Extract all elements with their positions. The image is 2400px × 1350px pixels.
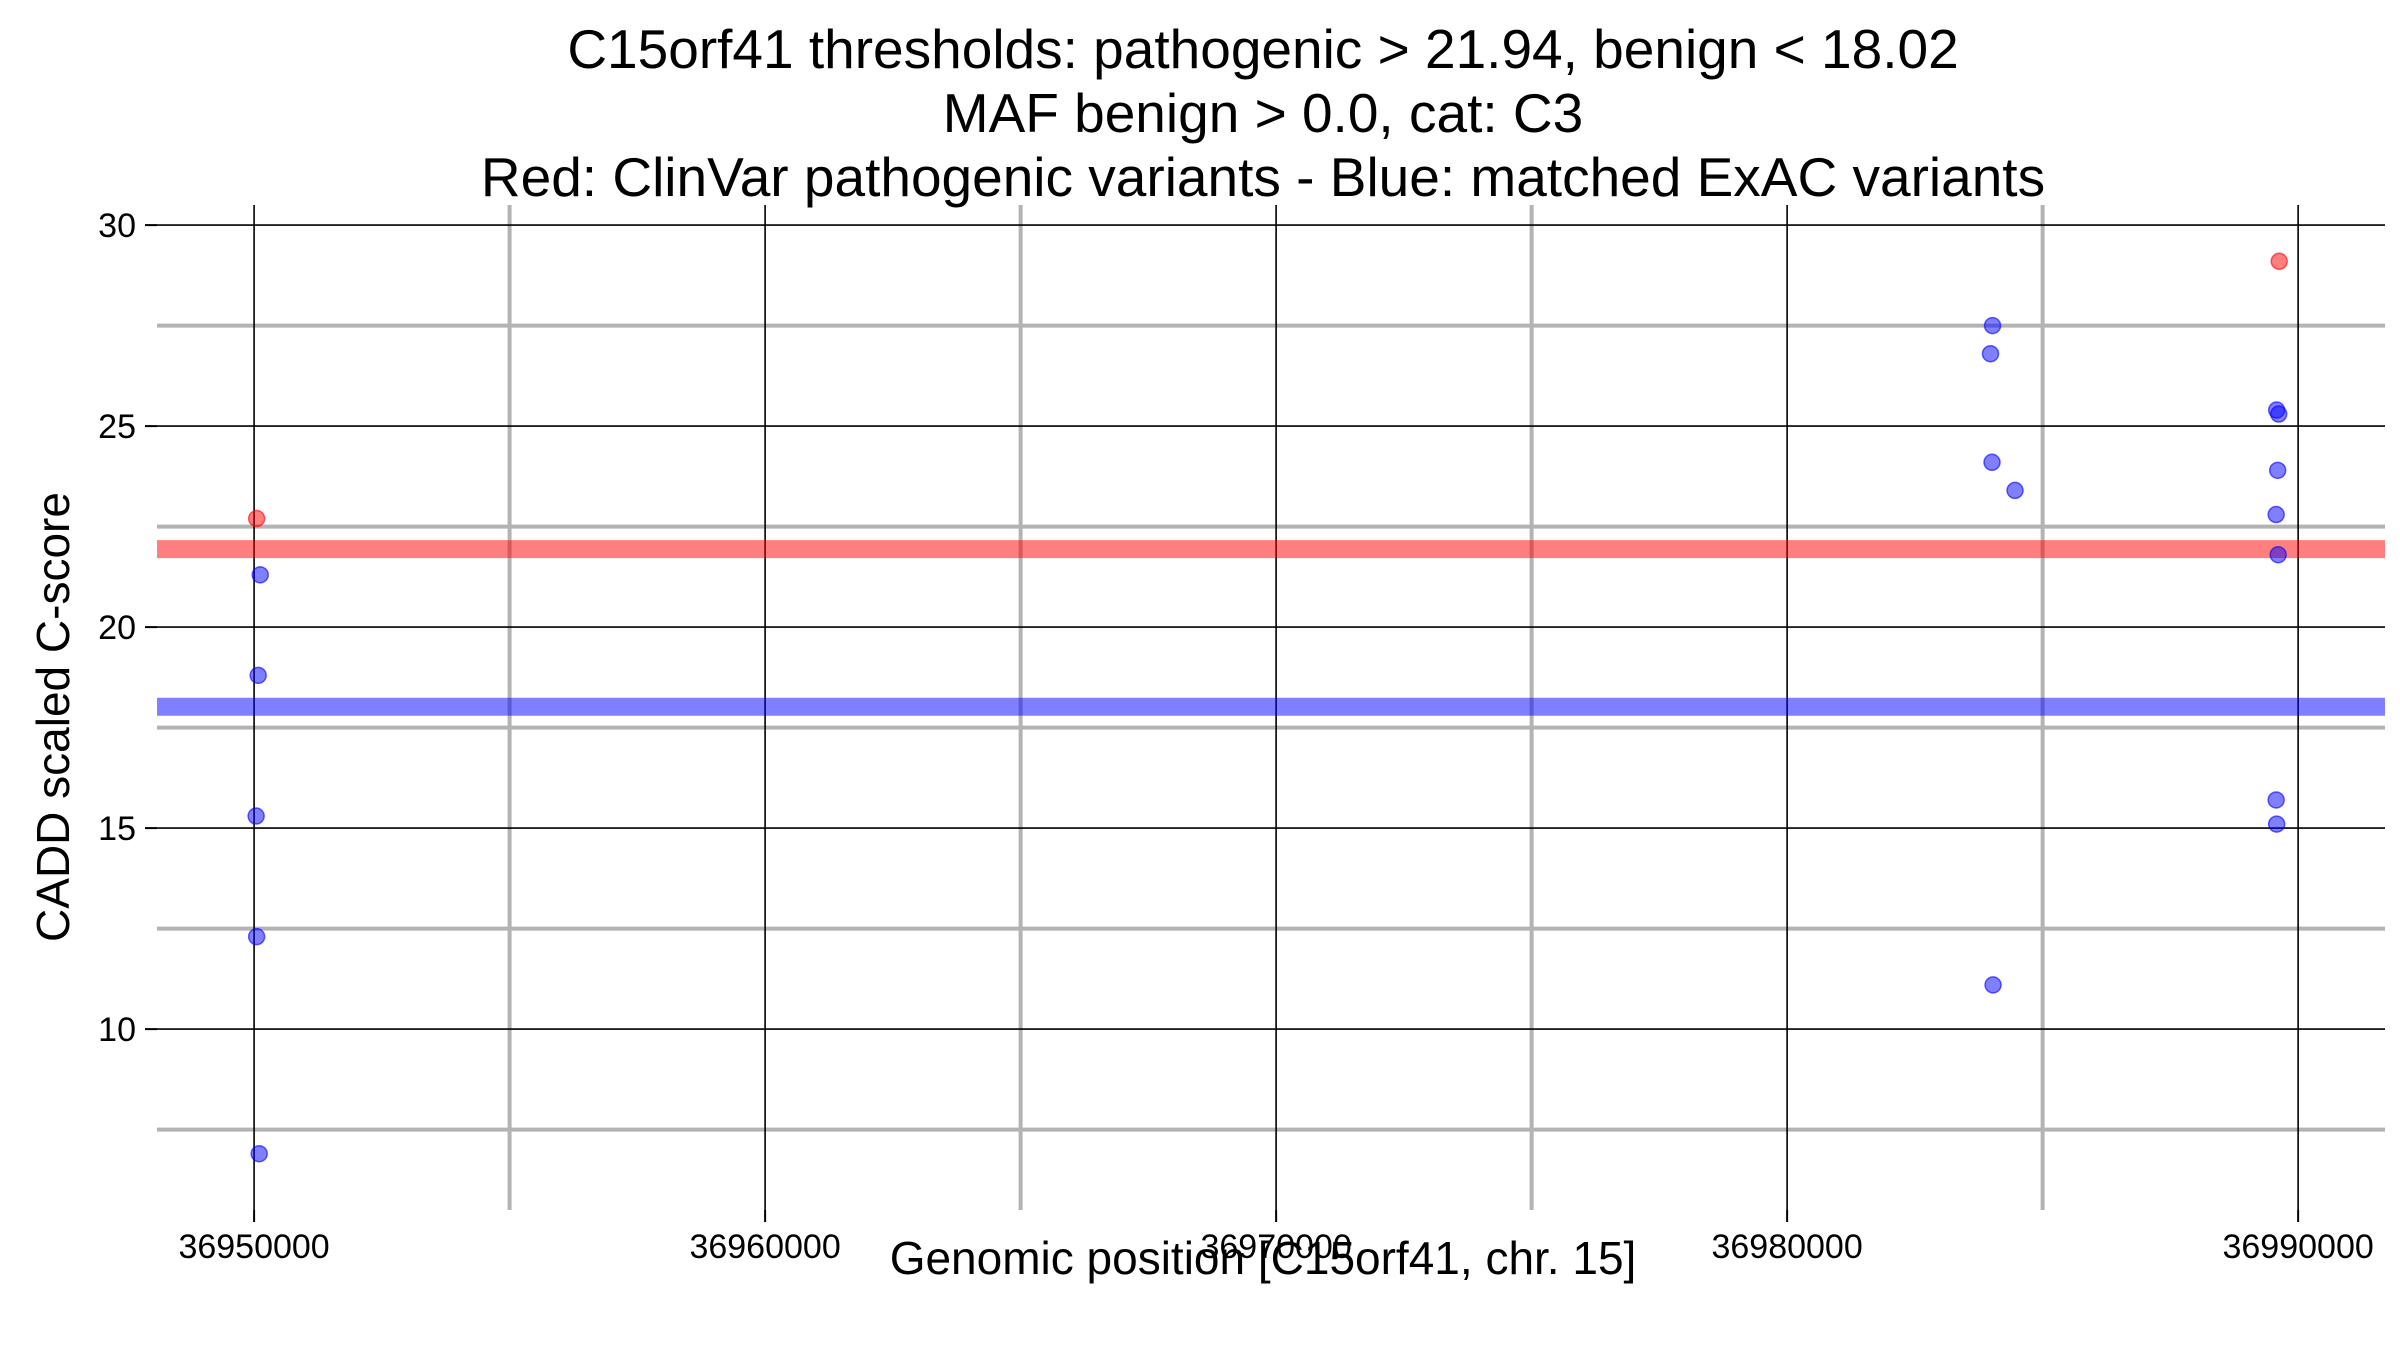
matched-variant-point [2267,791,2285,809]
x-tick-label: 36990000 [2222,1228,2373,1266]
matched-variant-point [1983,316,2002,335]
matched-variant-point [2269,405,2288,423]
y-axis-label: CADD scaled C-score [27,492,79,942]
chart-title: C15orf41 thresholds: pathogenic > 21.94,… [481,18,2045,208]
x-tick-label: 36980000 [1711,1228,1862,1266]
matched-variant-point [250,1144,268,1163]
y-tick-label: 25 [98,408,136,446]
y-tick-label: 20 [98,609,136,647]
matched-variant-point [1984,976,2002,994]
pathogenic-variant-point [247,509,266,528]
matched-variant-point [2267,505,2285,524]
matched-variant-point [251,566,269,584]
y-axis: 10 15 20 25 30 [98,207,157,1049]
matched-variant-point [1981,344,2000,363]
matched-variant-point [247,807,265,825]
chart-title-line-1: C15orf41 thresholds: pathogenic > 21.94,… [567,18,1958,80]
y-tick-label: 30 [98,207,136,245]
matched-variant-point [2268,461,2287,480]
chart-title-line-3: Red: ClinVar pathogenic variants - Blue:… [481,146,2045,208]
data-points [247,252,2288,1163]
minor-gridlines [157,205,2385,1210]
matched-variant-point [249,666,267,685]
matched-variant-point [1983,453,2001,472]
x-tick-label: 36950000 [178,1228,329,1266]
matched-variant-point [2006,481,2024,500]
x-axis-label: Genomic position [C15orf41, chr. 15] [890,1232,1637,1284]
x-axis: 36950000 36960000 36970000 36980000 36990000 [178,1210,2374,1266]
matched-variant-point [2269,545,2287,564]
y-tick-label: 15 [98,810,136,848]
x-tick-label: 36960000 [689,1228,840,1266]
pathogenic-variant-point [2270,252,2288,271]
matched-variant-point [2267,815,2286,833]
chart-title-line-2: MAF benign > 0.0, cat: C3 [943,82,1583,144]
threshold-lines [157,540,2385,716]
x-tick-label: 36970000 [1200,1228,1351,1266]
y-tick-label: 10 [98,1011,136,1049]
matched-variant-point [247,927,266,946]
